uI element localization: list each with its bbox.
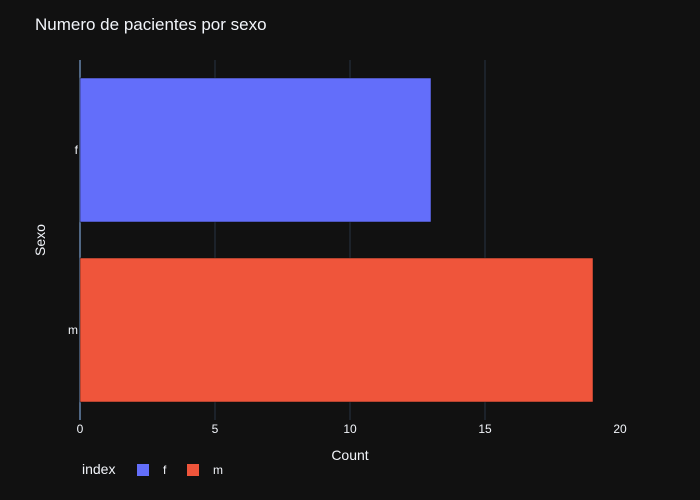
bars — [79, 77, 594, 403]
x-tick-label: 15 — [478, 422, 492, 436]
bar-f[interactable] — [79, 77, 432, 223]
legend-label-f[interactable]: f — [163, 463, 167, 477]
y-tick-labels: fm — [68, 143, 79, 337]
y-tick-label: m — [68, 323, 78, 337]
y-axis-title: Sexo — [32, 224, 48, 256]
bar-m[interactable] — [79, 257, 594, 403]
y-tick-label: f — [75, 143, 79, 157]
x-tick-label: 5 — [212, 422, 219, 436]
legend-title: index — [82, 461, 115, 477]
x-tick-labels: 0 5 10 15 20 — [77, 422, 627, 436]
x-tick-label: 20 — [613, 422, 627, 436]
legend-label-m[interactable]: m — [213, 463, 223, 477]
x-tick-label: 10 — [343, 422, 357, 436]
legend-swatch-m[interactable] — [187, 464, 199, 476]
legend[interactable]: index f m — [82, 461, 223, 477]
x-tick-label: 0 — [77, 422, 84, 436]
chart-title: Numero de pacientes por sexo — [35, 15, 267, 34]
x-axis-title: Count — [331, 447, 368, 463]
legend-swatch-f[interactable] — [137, 464, 149, 476]
